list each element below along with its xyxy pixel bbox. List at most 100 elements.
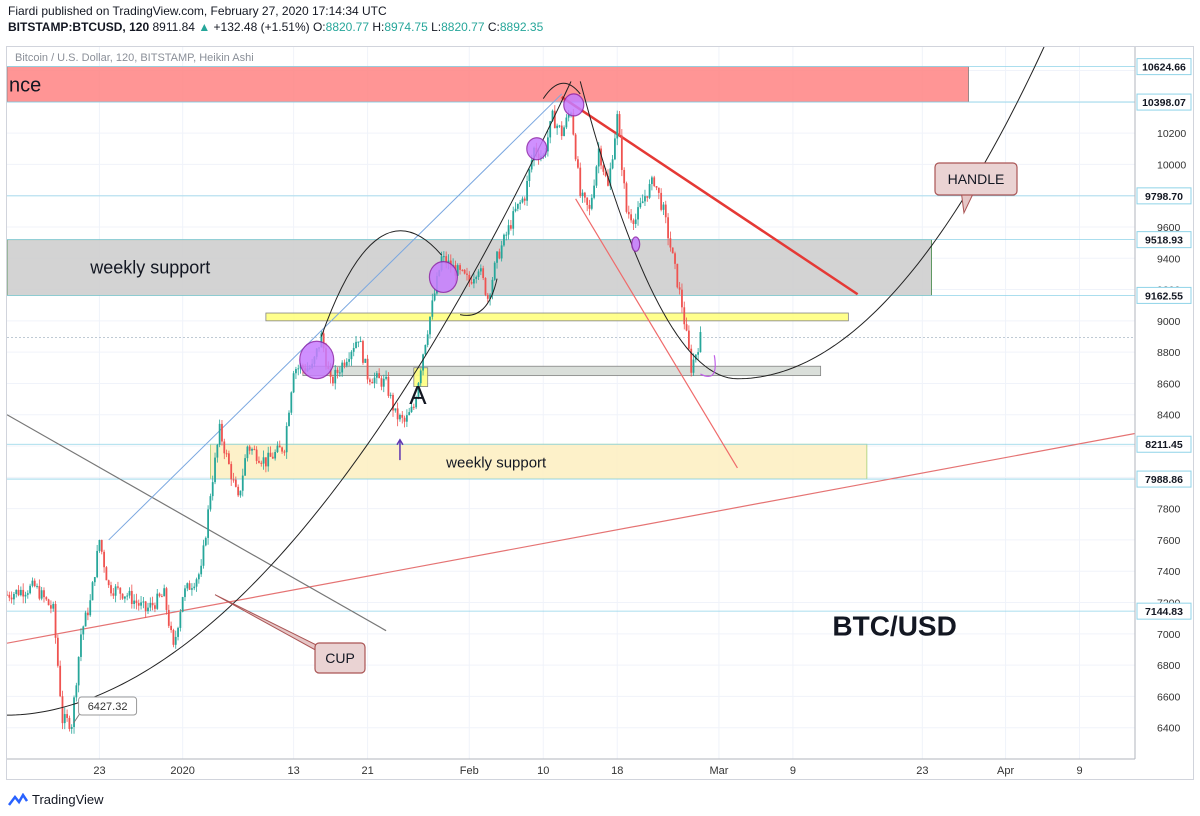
publisher-line: Fiardi published on TradingView.com, Feb…: [8, 4, 387, 18]
candle-body: [551, 110, 554, 122]
callout-text: HANDLE: [948, 171, 1005, 187]
highlight-circle: [563, 93, 585, 117]
x-tick-label: Apr: [997, 765, 1014, 777]
candle-body: [195, 579, 198, 587]
candle-body: [221, 423, 223, 442]
chart-watermark: BTC/USD: [832, 610, 956, 641]
candle-body: [375, 373, 378, 378]
candle-body: [639, 203, 642, 208]
y-tick-label: 7800: [1157, 504, 1181, 516]
candle-body: [655, 186, 658, 188]
candle-body: [394, 408, 397, 411]
price-tag-label: 9518.93: [1145, 235, 1183, 247]
candle-body: [463, 269, 466, 274]
candle-body: [475, 276, 478, 280]
highlight-circle: [428, 261, 459, 294]
candle-body: [669, 238, 672, 248]
candle-body: [142, 601, 145, 603]
candle-body: [103, 551, 105, 568]
descending-trendline: [7, 414, 387, 632]
candle-body: [151, 602, 154, 606]
candle-body: [350, 351, 353, 360]
candle-body: [251, 448, 253, 451]
candle-body: [322, 333, 325, 349]
price-tag-box: [1136, 435, 1192, 453]
candle-body: [332, 376, 334, 384]
candle-body: [56, 637, 59, 666]
candle-body: [530, 160, 533, 170]
candle-body: [93, 577, 96, 583]
candle-body: [84, 612, 87, 627]
candle-body: [15, 589, 18, 594]
zone-label: nce: [9, 74, 41, 96]
candle-body: [401, 414, 404, 418]
candle-body: [630, 214, 632, 221]
candle-body: [366, 358, 369, 380]
candle-body: [80, 634, 82, 657]
candle-body: [278, 445, 281, 448]
candle-body: [593, 185, 596, 198]
candle-body: [38, 585, 41, 599]
symbol[interactable]: BITSTAMP:BTCUSD, 120: [8, 20, 150, 34]
candle-body: [586, 197, 589, 205]
candle-body: [378, 373, 381, 379]
candle-body: [646, 196, 649, 198]
x-tick-label: 18: [611, 765, 623, 777]
candle-body: [512, 211, 515, 229]
candle-body: [174, 636, 177, 645]
open-value: 8820.77: [325, 20, 370, 34]
candle-body: [595, 166, 598, 186]
candle-body: [228, 453, 230, 465]
price-tag-label: 8211.45: [1145, 439, 1183, 451]
candle-body: [267, 452, 270, 467]
candle-body: [241, 475, 244, 491]
candle-body: [77, 656, 80, 686]
price-chart[interactable]: nce weekly support weekly support A BTC/USD B…: [7, 47, 1193, 779]
candle-body: [135, 600, 138, 604]
candle-body: [359, 341, 362, 343]
candle-body: [59, 665, 62, 697]
candle-body: [577, 159, 579, 168]
candle-body: [96, 550, 99, 578]
candle-body: [338, 372, 341, 374]
breakdown-line: [575, 198, 738, 469]
candle-body: [73, 697, 75, 728]
candle-body: [685, 324, 688, 331]
price-tag-box: [1136, 286, 1192, 304]
x-tick-label: Feb: [460, 765, 479, 777]
close-label: C:: [487, 20, 500, 34]
candle-body: [514, 208, 517, 212]
candle-body: [456, 265, 459, 276]
callout-box: [314, 642, 366, 674]
candle-body: [470, 282, 473, 284]
candle-body: [260, 462, 263, 464]
candle-body: [477, 271, 480, 277]
candle-body: [507, 225, 510, 235]
x-tick-label: Mar: [709, 765, 728, 777]
y-tick-label: 8600: [1157, 378, 1181, 390]
candle-body: [52, 603, 55, 609]
candle-body: [274, 452, 277, 459]
candle-body: [521, 198, 524, 203]
arc-arrow: [542, 82, 581, 99]
price-tag-label: 7988.86: [1145, 474, 1183, 486]
candle-body: [403, 417, 406, 422]
price-tag-label: 7144.83: [1145, 606, 1183, 618]
candle-body: [26, 593, 29, 595]
candle-body: [19, 589, 22, 596]
candle-body: [255, 449, 258, 461]
candle-body: [82, 626, 85, 635]
candle-body: [503, 234, 505, 246]
candle-body: [91, 582, 94, 601]
candle-body: [17, 589, 20, 596]
candle-body: [179, 611, 182, 628]
chart-area[interactable]: nce weekly support weekly support A BTC/USD B…: [6, 46, 1194, 780]
candle-body: [574, 134, 577, 160]
candle-body: [519, 202, 522, 204]
candle-body: [8, 594, 11, 598]
candle-body: [565, 117, 568, 128]
handle-resistance-line: [561, 96, 859, 296]
candle-body: [154, 605, 156, 609]
candle-body: [553, 110, 556, 129]
price-tag-label: 9162.55: [1145, 290, 1183, 302]
